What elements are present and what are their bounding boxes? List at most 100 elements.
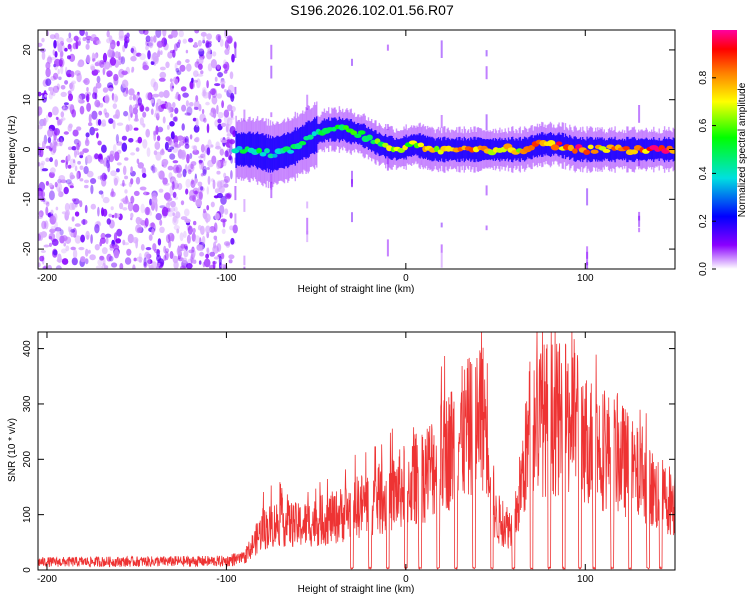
- spectrogram-noise-blob: [197, 48, 204, 52]
- spectrogram-noise-blob: [154, 248, 161, 254]
- spectrogram-noise-blob: [214, 76, 218, 82]
- spectrogram-noise-blob: [85, 43, 90, 50]
- spectrogram-noise-blob: [97, 259, 103, 266]
- spectrogram-noise-blob: [49, 215, 57, 225]
- spectrogram-noise-blob: [52, 91, 56, 97]
- spectrogram-noise-blob: [67, 226, 71, 233]
- spectrogram-noise-blob: [151, 195, 158, 206]
- spectrogram-x-tick-label: 100: [577, 273, 594, 284]
- spectrogram-noise-blob: [105, 233, 112, 238]
- spectrogram-noise-blob: [113, 177, 118, 186]
- spectrogram-noise-blob: [146, 147, 151, 158]
- spectrogram-noise-blob: [223, 172, 227, 179]
- spectrogram-noise-blob: [137, 162, 144, 169]
- spectrogram-noise-blob: [159, 71, 167, 79]
- spectrogram-noise-blob: [203, 151, 206, 162]
- spectrogram-noise-blob: [128, 138, 134, 143]
- spectrogram-noise-blob: [85, 154, 93, 164]
- spectrogram-noise-blob: [72, 159, 76, 164]
- spectrogram-noise-blob: [70, 246, 76, 251]
- spectrogram-noise-blob: [215, 141, 220, 149]
- spectrogram-noise-blob: [73, 198, 80, 205]
- spectrogram-noise-blob: [40, 191, 46, 198]
- spectrogram-noise-blob: [171, 30, 178, 38]
- spectrogram-noise-blob: [79, 151, 85, 155]
- spectrogram-ridge-peak: [555, 141, 563, 146]
- spectrogram-noise-blob: [194, 136, 200, 143]
- spectrogram-noise-blob: [229, 212, 233, 219]
- spectrogram-noise-blob: [49, 86, 54, 96]
- spectrogram-noise-blob: [179, 64, 186, 72]
- colorbar-gradient: [712, 30, 737, 269]
- spectrogram-noise-blob: [160, 50, 163, 55]
- spectrogram-noise-blob: [54, 32, 60, 40]
- spectrogram-noise-blob: [183, 230, 187, 239]
- spectrogram-noise-blob: [216, 243, 222, 252]
- spectrogram-noise-blob: [96, 220, 101, 225]
- spectrogram-noise-blob: [60, 111, 65, 118]
- spectrogram-noise-blob: [45, 67, 51, 78]
- spectrogram-noise-blob: [71, 80, 76, 85]
- spectrogram-noise-blob: [38, 91, 42, 97]
- spectrogram-noise-blob: [132, 237, 139, 244]
- spectrogram-noise-blob: [49, 228, 56, 234]
- spectrogram-ridge-band: [371, 128, 373, 152]
- spectrogram-noise-blob: [38, 42, 43, 47]
- spectrogram-noise-blob: [194, 190, 198, 197]
- spectrogram-noise-blob: [229, 139, 236, 145]
- spectrogram-noise-blob: [212, 179, 216, 190]
- spectrogram-noise-blob: [84, 184, 89, 189]
- spectrogram-noise-blob: [121, 79, 129, 89]
- spectrogram-ridge-band: [362, 123, 364, 148]
- spectrogram-streak: [306, 94, 309, 110]
- spectrogram-noise-blob: [230, 106, 236, 112]
- spectrogram-noise-blob: [53, 128, 61, 136]
- spectrogram-noise-blob: [153, 55, 159, 63]
- spectrogram-noise-blob: [228, 259, 233, 264]
- spectrogram-noise-blob: [145, 128, 150, 138]
- spectrogram-noise-blob: [86, 93, 90, 103]
- spectrogram-noise-blob: [52, 85, 60, 94]
- spectrogram-noise-blob: [222, 63, 228, 69]
- spectrogram-noise-blob: [150, 222, 155, 228]
- spectrogram-noise-blob: [195, 117, 199, 128]
- spectrogram-noise-blob: [108, 154, 115, 163]
- spectrogram-streak: [386, 155, 389, 171]
- spectrogram-noise-blob: [211, 95, 218, 105]
- spectrogram-noise-blob: [228, 37, 232, 44]
- spectrogram-noise-blob: [203, 117, 207, 123]
- spectrogram-noise-blob: [221, 100, 225, 109]
- spectrogram-noise-blob: [124, 40, 128, 49]
- spectrogram-streak: [440, 252, 443, 268]
- spectrogram-noise-blob: [65, 179, 72, 185]
- spectrogram-noise-blob: [182, 92, 189, 98]
- spectrogram-noise-blob: [201, 235, 206, 245]
- spectrogram-noise-blob: [43, 265, 47, 269]
- spectrogram-noise-blob: [172, 116, 178, 122]
- spectrogram-noise-blob: [186, 234, 191, 244]
- spectrogram-noise-blob: [90, 203, 97, 210]
- spectrogram-noise-blob: [74, 70, 81, 76]
- spectrogram-noise-blob: [214, 212, 220, 221]
- spectrogram-noise-blob: [96, 75, 101, 83]
- spectrogram-noise-blob: [70, 229, 76, 233]
- spectrogram-noise-blob: [192, 227, 196, 234]
- spectrogram-noise-blob: [113, 73, 119, 82]
- spectrogram-noise-blob: [38, 162, 41, 167]
- colorbar-tick-label: 0.4: [698, 166, 709, 180]
- spectrogram-noise-blob: [103, 157, 109, 167]
- spectrogram-noise-blob: [154, 141, 161, 150]
- spectrogram-noise-blob: [130, 55, 137, 62]
- spectrogram-noise-blob: [202, 36, 205, 44]
- spectrogram-noise-blob: [55, 265, 62, 269]
- spectrogram-noise-blob: [47, 111, 53, 118]
- spectrogram-noise-blob: [116, 162, 122, 166]
- spectrogram-noise-blob: [38, 124, 43, 130]
- spectrogram-noise-blob: [181, 123, 185, 131]
- spectrogram-noise-blob: [72, 129, 79, 137]
- spectrogram-ridge-band: [344, 120, 346, 140]
- colorbar-tick-label: 0.6: [698, 118, 709, 132]
- spectrogram-noise-blob: [169, 153, 176, 160]
- spectrogram-noise-blob: [224, 48, 230, 56]
- spectrogram-noise-blob: [138, 252, 142, 261]
